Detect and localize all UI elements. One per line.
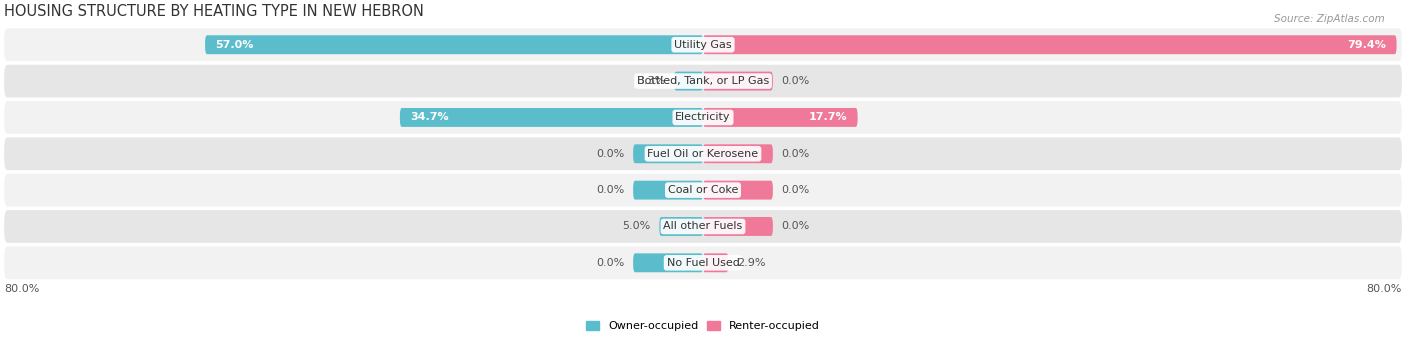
FancyBboxPatch shape	[633, 253, 703, 272]
Text: 0.0%: 0.0%	[782, 221, 810, 232]
FancyBboxPatch shape	[4, 137, 1402, 170]
Text: 34.7%: 34.7%	[411, 113, 449, 122]
FancyBboxPatch shape	[4, 65, 1402, 98]
FancyBboxPatch shape	[703, 181, 773, 199]
Text: 0.0%: 0.0%	[782, 76, 810, 86]
Text: 0.0%: 0.0%	[596, 149, 624, 159]
Text: All other Fuels: All other Fuels	[664, 221, 742, 232]
Legend: Owner-occupied, Renter-occupied: Owner-occupied, Renter-occupied	[581, 317, 825, 336]
FancyBboxPatch shape	[205, 35, 703, 54]
FancyBboxPatch shape	[673, 72, 703, 90]
Text: Coal or Coke: Coal or Coke	[668, 185, 738, 195]
FancyBboxPatch shape	[703, 35, 1396, 54]
Text: 79.4%: 79.4%	[1347, 40, 1386, 50]
FancyBboxPatch shape	[633, 181, 703, 199]
FancyBboxPatch shape	[659, 217, 703, 236]
Text: 0.0%: 0.0%	[596, 185, 624, 195]
FancyBboxPatch shape	[399, 108, 703, 127]
Text: 2.9%: 2.9%	[737, 258, 766, 268]
Text: 0.0%: 0.0%	[782, 149, 810, 159]
FancyBboxPatch shape	[703, 72, 773, 90]
Text: 80.0%: 80.0%	[1367, 284, 1402, 294]
Text: Source: ZipAtlas.com: Source: ZipAtlas.com	[1274, 14, 1385, 24]
Text: Utility Gas: Utility Gas	[675, 40, 731, 50]
Text: 5.0%: 5.0%	[623, 221, 651, 232]
Text: No Fuel Used: No Fuel Used	[666, 258, 740, 268]
FancyBboxPatch shape	[4, 101, 1402, 134]
Text: Bottled, Tank, or LP Gas: Bottled, Tank, or LP Gas	[637, 76, 769, 86]
FancyBboxPatch shape	[4, 174, 1402, 207]
Text: 80.0%: 80.0%	[4, 284, 39, 294]
Text: Fuel Oil or Kerosene: Fuel Oil or Kerosene	[647, 149, 759, 159]
FancyBboxPatch shape	[703, 144, 773, 163]
Text: 17.7%: 17.7%	[808, 113, 848, 122]
FancyBboxPatch shape	[703, 108, 858, 127]
FancyBboxPatch shape	[4, 28, 1402, 61]
FancyBboxPatch shape	[703, 217, 773, 236]
Text: 0.0%: 0.0%	[596, 258, 624, 268]
Text: Electricity: Electricity	[675, 113, 731, 122]
FancyBboxPatch shape	[4, 210, 1402, 243]
Text: 3.3%: 3.3%	[637, 76, 665, 86]
FancyBboxPatch shape	[633, 144, 703, 163]
Text: HOUSING STRUCTURE BY HEATING TYPE IN NEW HEBRON: HOUSING STRUCTURE BY HEATING TYPE IN NEW…	[4, 4, 425, 19]
FancyBboxPatch shape	[703, 253, 728, 272]
FancyBboxPatch shape	[4, 247, 1402, 279]
Text: 0.0%: 0.0%	[782, 185, 810, 195]
Text: 57.0%: 57.0%	[215, 40, 254, 50]
